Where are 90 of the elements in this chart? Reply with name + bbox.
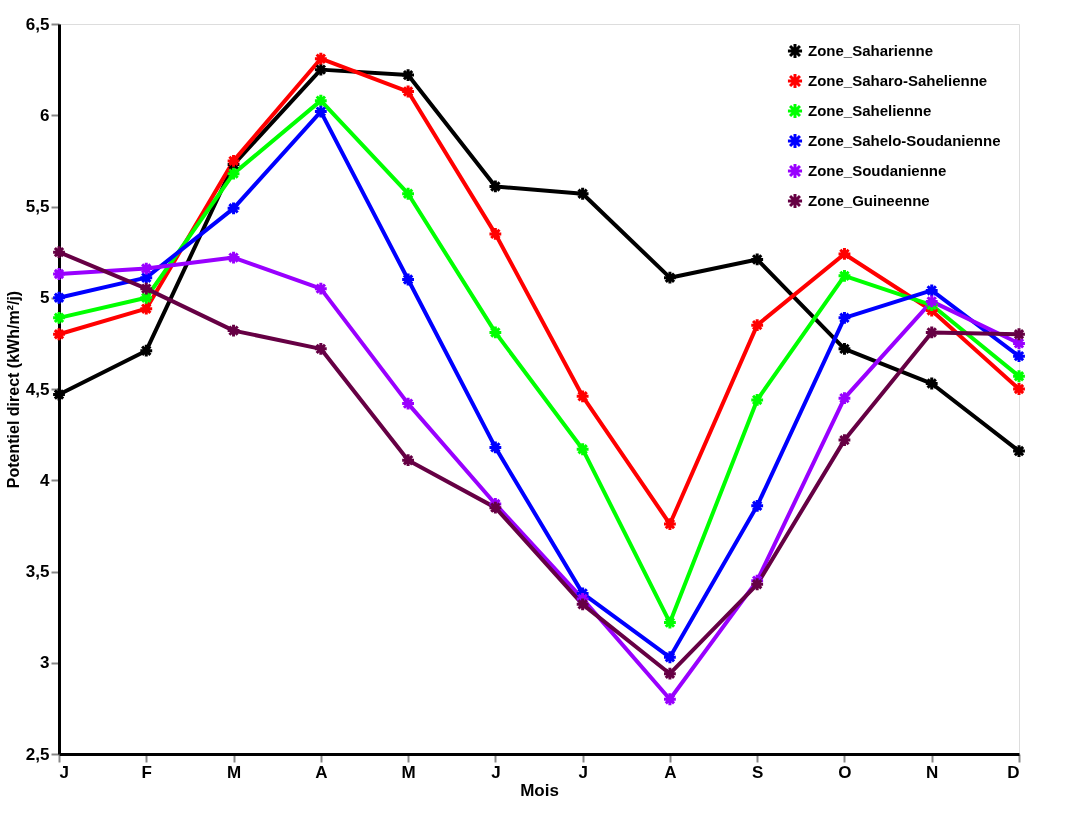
x-tick-label: O <box>838 762 852 782</box>
y-tick-label: 6 <box>40 105 50 125</box>
x-tick-label: J <box>578 762 588 782</box>
point <box>1011 381 1027 397</box>
x-tick-label: A <box>315 762 328 782</box>
point <box>575 596 591 612</box>
y-axis-title: Potentiel direct (kWh/m²/j) <box>4 290 22 489</box>
y-tick-label: 4,5 <box>25 379 50 399</box>
point <box>226 166 241 182</box>
point <box>51 290 67 306</box>
point <box>487 226 503 242</box>
point <box>400 84 416 99</box>
point <box>51 326 67 342</box>
x-tick-label: D <box>1007 762 1020 782</box>
point <box>1011 326 1027 342</box>
point <box>313 341 329 357</box>
point <box>662 516 678 532</box>
point <box>400 452 416 468</box>
point <box>662 270 678 286</box>
point <box>400 272 416 287</box>
x-axis-title: Mois <box>520 780 559 800</box>
point <box>662 615 678 631</box>
point <box>226 250 241 266</box>
x-tick-label: M <box>401 762 416 782</box>
point <box>138 281 154 297</box>
point <box>749 252 765 267</box>
point <box>837 268 852 284</box>
point <box>837 432 852 448</box>
point <box>51 244 67 260</box>
point <box>138 290 154 306</box>
x-tick-label: M <box>226 762 242 782</box>
y-tick-label: 5,5 <box>25 197 50 216</box>
point <box>487 325 503 340</box>
point <box>51 310 67 326</box>
point <box>749 498 765 514</box>
y-tick-label: 4 <box>40 470 51 490</box>
point <box>1011 348 1027 364</box>
point <box>313 51 329 67</box>
point <box>51 266 67 282</box>
point <box>487 179 503 194</box>
x-tick-label: A <box>664 762 677 782</box>
point <box>924 376 940 391</box>
legend-label: Zone_Saharo-Sahelienne <box>808 72 988 89</box>
point <box>138 301 154 317</box>
point <box>749 317 765 333</box>
point <box>662 691 678 707</box>
point <box>138 343 154 359</box>
point <box>837 310 852 326</box>
point <box>313 281 329 297</box>
point <box>749 392 765 408</box>
legend-label: Zone_Soudanienne <box>808 162 947 179</box>
point <box>924 283 940 298</box>
point <box>400 67 416 83</box>
legend-label: Zone_Guineenne <box>808 192 930 209</box>
point <box>226 153 241 169</box>
point <box>313 62 329 78</box>
point <box>837 246 852 262</box>
y-tick-label: 3 <box>40 653 50 673</box>
point <box>226 200 241 216</box>
x-tick-label: J <box>491 762 501 782</box>
point <box>575 186 591 202</box>
point <box>226 323 241 339</box>
point <box>1011 443 1027 459</box>
y-tick-label: 5 <box>40 288 50 308</box>
legend-label: Zone_Saharienne <box>808 42 934 59</box>
point <box>575 388 591 404</box>
y-tick-label: 2,5 <box>25 744 50 764</box>
x-tick-label: F <box>141 762 152 782</box>
x-tick-label: S <box>752 762 764 782</box>
x-tick-label: N <box>926 762 939 782</box>
point <box>313 104 329 120</box>
legend-label: Zone_Sahelo-Soudanienne <box>808 132 1001 149</box>
point <box>662 666 678 682</box>
x-tick-label: J <box>59 762 69 782</box>
point <box>138 270 154 286</box>
point <box>400 396 416 412</box>
legend-label: Zone_Sahelienne <box>808 102 932 119</box>
point <box>662 649 678 665</box>
point <box>487 439 503 455</box>
point <box>51 387 67 402</box>
point <box>487 500 503 516</box>
point <box>1011 368 1027 384</box>
point <box>924 293 940 309</box>
point <box>400 186 416 202</box>
point <box>575 441 591 457</box>
point <box>837 341 852 357</box>
y-tick-label: 3,5 <box>25 562 50 581</box>
y-tick-label: 6,5 <box>25 14 50 34</box>
point <box>837 390 852 406</box>
point <box>313 93 329 109</box>
